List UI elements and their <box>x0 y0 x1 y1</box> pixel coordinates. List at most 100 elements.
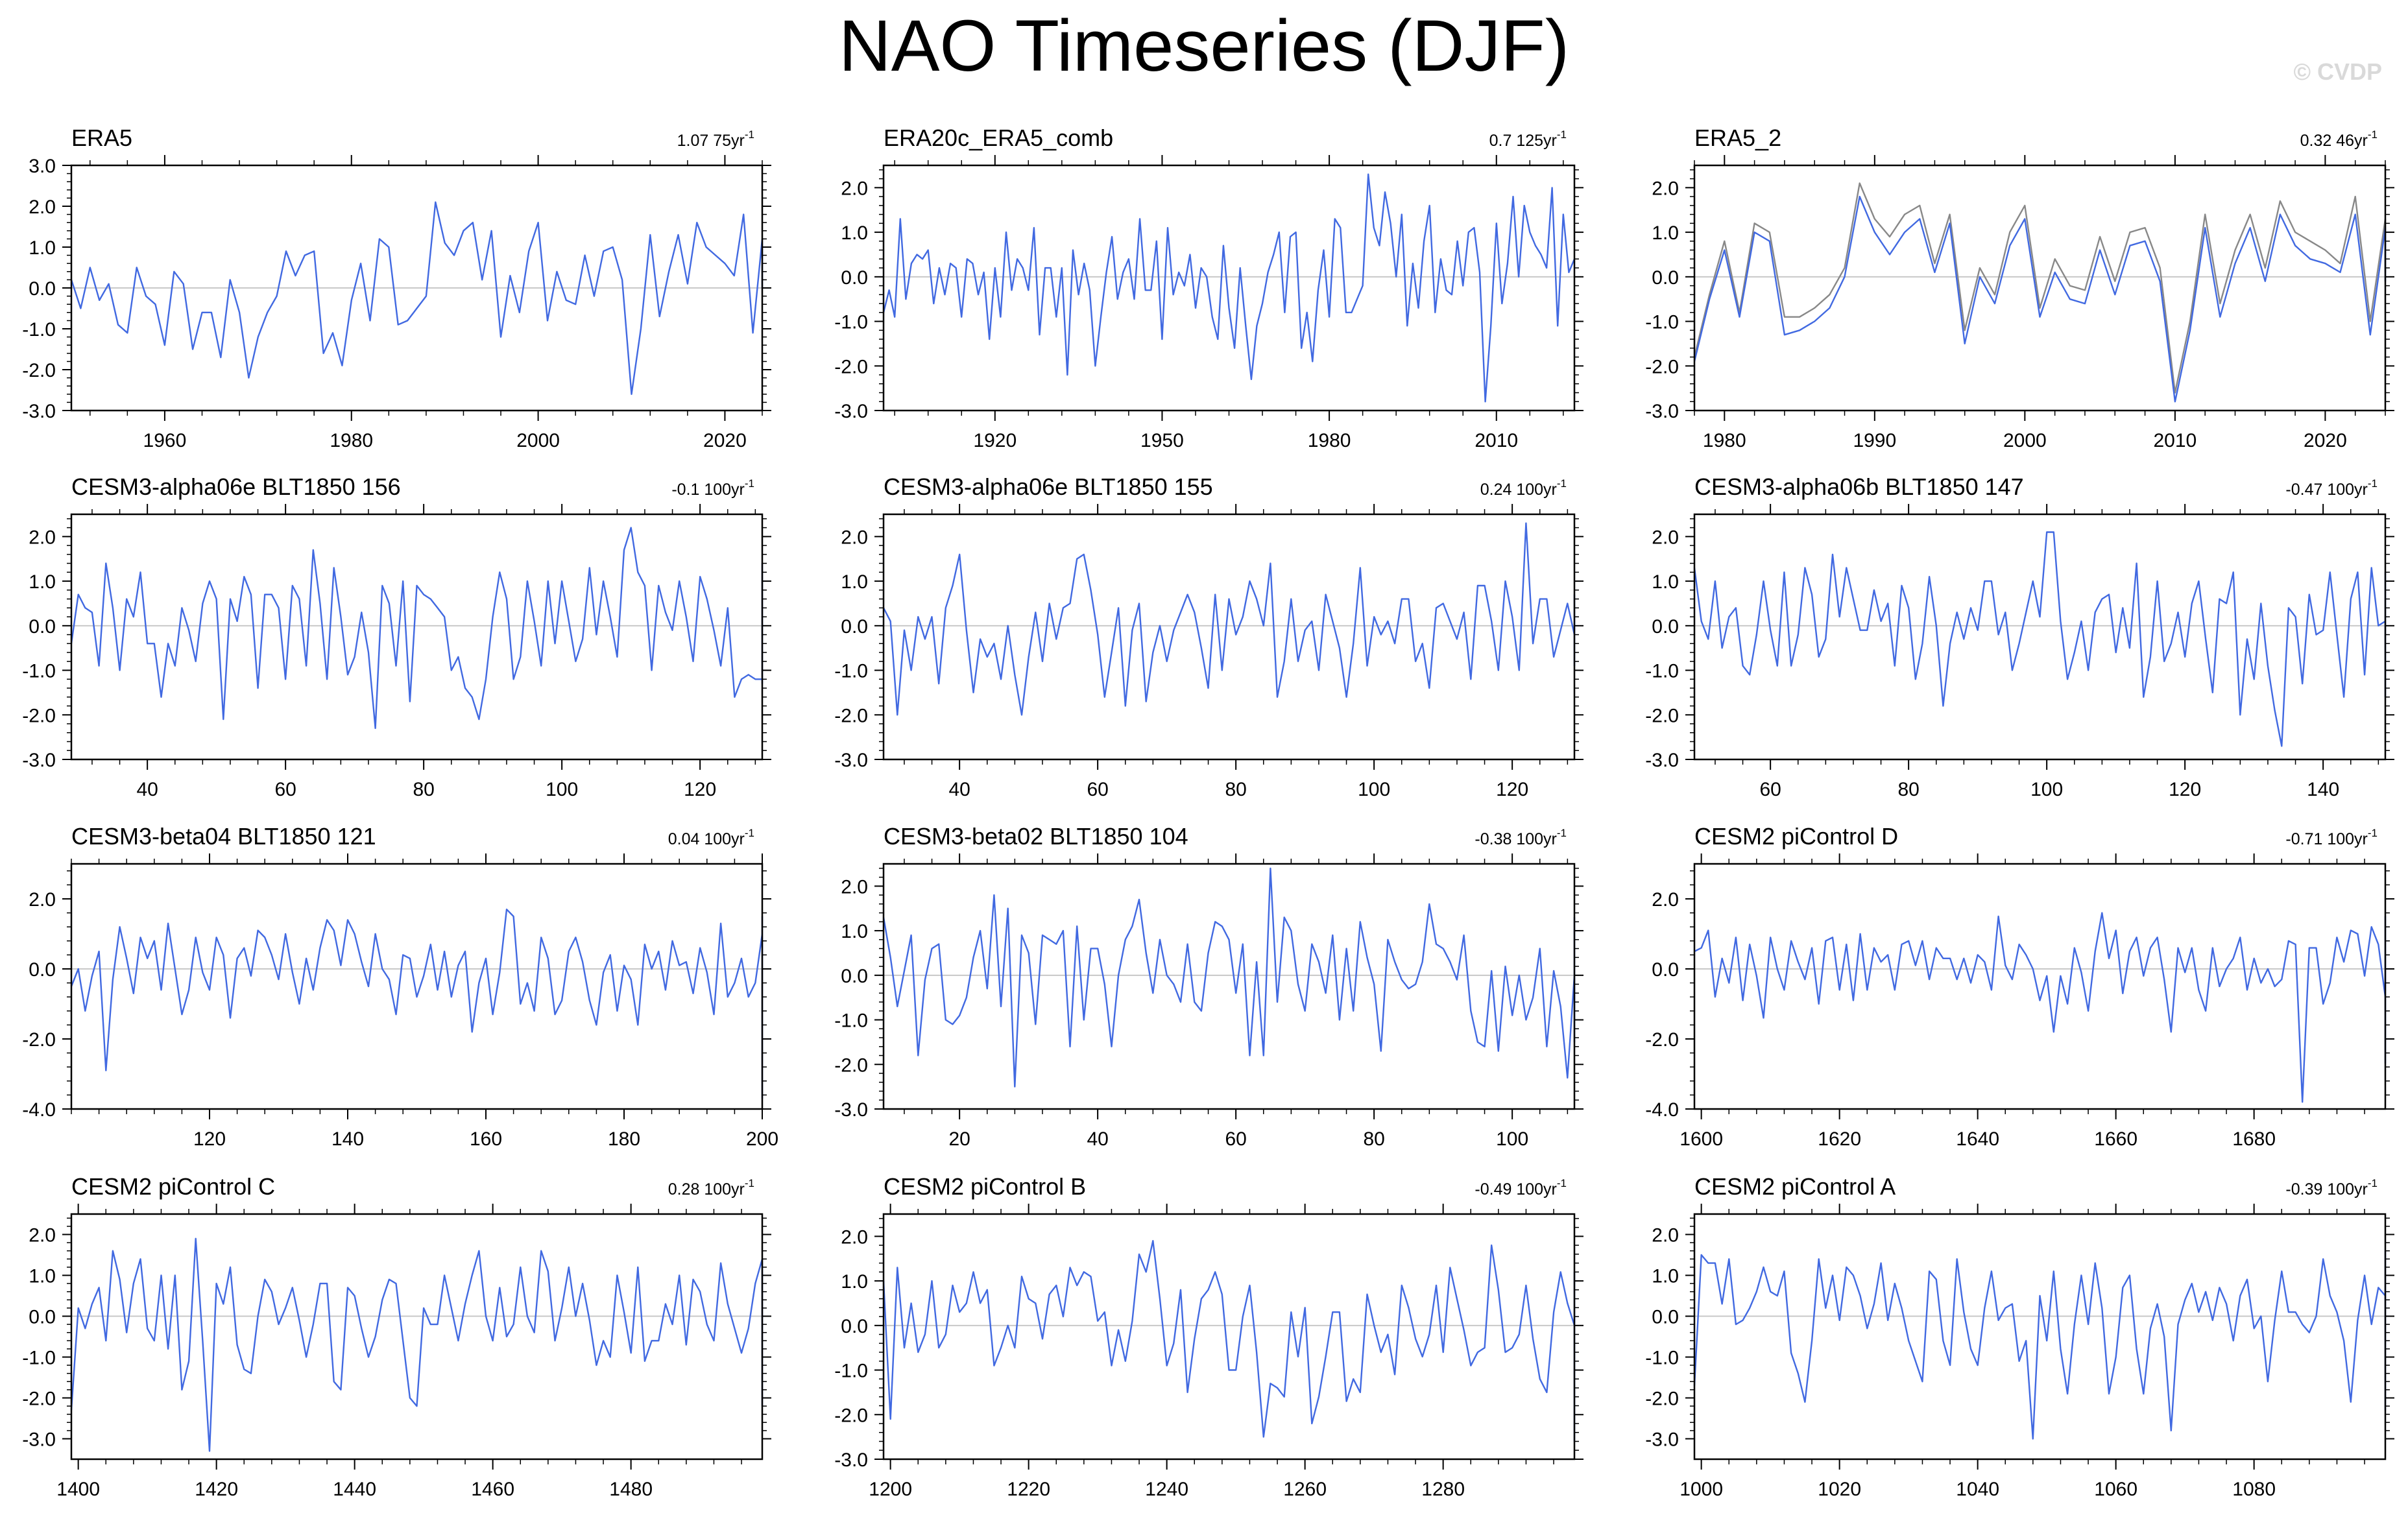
plot-frame <box>1693 1213 2387 1460</box>
x-tick-label: 160 <box>470 1128 502 1150</box>
x-tick-label: 200 <box>746 1128 778 1150</box>
y-tick-label: -1.0 <box>1645 312 1679 333</box>
trend-exponent: -1 <box>745 477 754 490</box>
x-tick-label: 1600 <box>1680 1128 1723 1150</box>
x-tick-label: 1950 <box>1140 430 1184 451</box>
y-tick-label: 1.0 <box>1652 571 1679 593</box>
panel-title: CESM2 piControl C <box>71 1173 275 1200</box>
y-tick-label: 2.0 <box>1652 178 1679 199</box>
x-tick-label: 1460 <box>471 1479 514 1500</box>
trend-exponent: -1 <box>1557 477 1567 490</box>
series-line <box>882 867 1576 1088</box>
y-tick-label: -3.0 <box>834 750 868 771</box>
chart-panel: CESM3-alpha06e BLT1850 156 -0.1 100yr-1 -3… <box>22 473 771 800</box>
plot-frame <box>882 863 1576 1110</box>
series-line <box>1694 912 2387 1103</box>
y-tick-label: 2.0 <box>841 1226 868 1248</box>
y-tick-label: 0.0 <box>841 616 868 638</box>
trend-exponent: -1 <box>2368 477 2378 490</box>
y-tick-label: 1.0 <box>1652 1266 1679 1287</box>
plot-frame <box>1693 513 2387 761</box>
y-tick-label: -2.0 <box>834 705 868 726</box>
panel-trend: -0.39 100yr-1 <box>2285 1177 2378 1198</box>
y-tick-label: -2.0 <box>1645 1389 1679 1410</box>
x-tick-label: 2000 <box>516 430 560 451</box>
series-line <box>882 173 1576 403</box>
y-tick-label: -1.0 <box>1645 1348 1679 1369</box>
trend-exponent: -1 <box>1557 128 1567 141</box>
y-tick-label: 0.0 <box>841 267 868 289</box>
x-tick-label: 80 <box>1363 1128 1384 1150</box>
chart-panel: CESM3-beta02 BLT1850 104 -0.38 100yr-1 -3.… <box>834 823 1583 1150</box>
plot-frame <box>70 863 764 1110</box>
trend-exponent: -1 <box>2368 128 2378 141</box>
x-tick-label: 100 <box>546 779 578 800</box>
y-tick-label: 1.0 <box>841 921 868 942</box>
y-tick-label: -4.0 <box>22 1099 56 1121</box>
panel-trend: 0.32 46yr-1 <box>2300 128 2378 150</box>
panel-trend: 0.28 100yr-1 <box>668 1177 754 1198</box>
panel-trend: -0.71 100yr-1 <box>2285 827 2378 848</box>
y-tick-label: 0.0 <box>841 966 868 987</box>
panel-title: CESM3-alpha06e BLT1850 155 <box>884 473 1213 500</box>
y-tick-label: -2.0 <box>1645 705 1679 726</box>
series-line <box>882 522 1576 716</box>
x-tick-label: 1440 <box>333 1479 376 1500</box>
trend-exponent: -1 <box>1557 827 1567 839</box>
series-line <box>1693 195 2387 403</box>
y-tick-label: -2.0 <box>1645 356 1679 377</box>
x-tick-label: 140 <box>2307 779 2339 800</box>
x-tick-label: 100 <box>2030 779 2063 800</box>
y-tick-label: 2.0 <box>29 527 56 548</box>
y-tick-label: -1.0 <box>834 312 868 333</box>
y-tick-label: -2.0 <box>22 1029 56 1051</box>
panel-title: CESM3-alpha06e BLT1850 156 <box>71 473 401 500</box>
chart-panel: CESM2 piControl A -0.39 100yr-1 -3.0 -2.0 -1… <box>1645 1173 2394 1500</box>
x-tick-label: 1020 <box>1818 1479 1861 1500</box>
y-tick-label: 2.0 <box>1652 1225 1679 1246</box>
trend-exponent: -1 <box>745 128 754 141</box>
y-tick-label: 1.0 <box>29 237 56 259</box>
y-tick-label: -2.0 <box>834 1405 868 1426</box>
x-tick-label: 2010 <box>2153 430 2197 451</box>
y-tick-label: -1.0 <box>834 1361 868 1382</box>
y-tick-label: 0.0 <box>1652 959 1679 981</box>
panel-title: ERA5 <box>71 125 132 151</box>
panel-trend: 0.24 100yr-1 <box>1480 477 1567 499</box>
y-tick-label: 0.0 <box>1652 267 1679 289</box>
y-tick-label: 0.0 <box>1652 616 1679 638</box>
y-tick-label: 1.0 <box>29 571 56 593</box>
y-tick-label: -4.0 <box>1645 1099 1679 1121</box>
y-tick-label: 2.0 <box>29 197 56 218</box>
y-tick-label: 0.0 <box>1652 1307 1679 1328</box>
y-tick-label: 0.0 <box>29 959 56 981</box>
x-tick-label: 1640 <box>1956 1128 1999 1150</box>
trend-exponent: -1 <box>2368 1177 2378 1189</box>
x-tick-label: 2020 <box>703 430 747 451</box>
series-line <box>1693 1250 2387 1440</box>
y-tick-label: 0.0 <box>841 1316 868 1337</box>
plot-frame <box>1693 863 2387 1110</box>
x-tick-label: 60 <box>274 779 296 800</box>
y-tick-label: -3.0 <box>834 1449 868 1471</box>
panel-trend: 0.04 100yr-1 <box>668 827 754 848</box>
x-tick-label: 1260 <box>1283 1479 1327 1500</box>
x-tick-label: 1000 <box>1680 1479 1723 1500</box>
x-tick-label: 1990 <box>1853 430 1896 451</box>
x-tick-label: 1480 <box>609 1479 653 1500</box>
y-tick-label: -3.0 <box>22 401 56 422</box>
y-tick-label: -1.0 <box>834 1010 868 1032</box>
y-tick-label: 0.0 <box>29 616 56 638</box>
panel-title: CESM2 piControl A <box>1694 1173 1896 1200</box>
y-tick-label: 2.0 <box>841 178 868 199</box>
y-tick-label: -3.0 <box>834 1099 868 1121</box>
x-tick-label: 140 <box>331 1128 364 1150</box>
panel-trend: -0.49 100yr-1 <box>1475 1177 1567 1198</box>
x-tick-label: 1060 <box>2094 1479 2137 1500</box>
y-tick-label: -1.0 <box>22 1348 56 1369</box>
y-tick-label: 0.0 <box>29 1307 56 1328</box>
y-tick-label: 2.0 <box>841 876 868 898</box>
x-tick-label: 80 <box>1897 779 1919 800</box>
x-tick-label: 40 <box>136 779 158 800</box>
plot-frame <box>882 164 1576 412</box>
